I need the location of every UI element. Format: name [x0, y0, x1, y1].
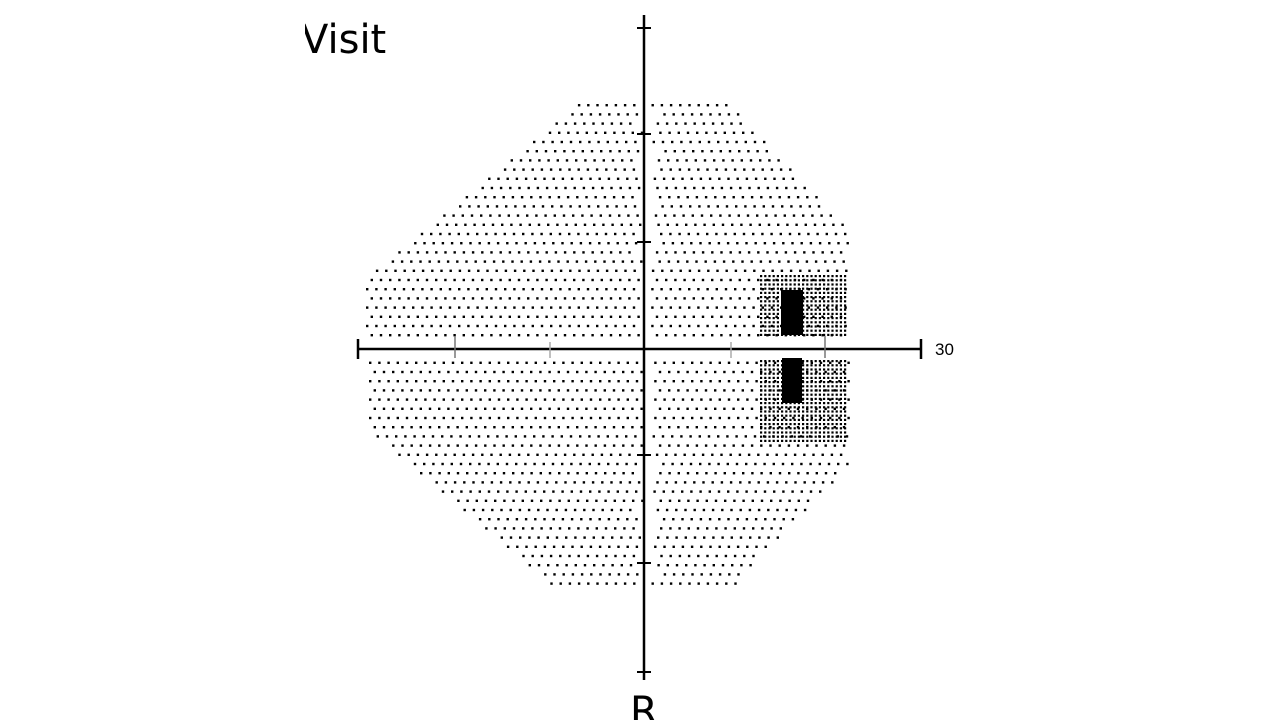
visit-title: Visit: [305, 17, 387, 63]
axis-label-30: 30: [935, 340, 954, 359]
vertical-axis: [637, 15, 651, 680]
horizontal-axis: [356, 336, 923, 359]
greyscale-dot-field: [366, 104, 850, 585]
blind-spot-region: [760, 275, 847, 442]
eye-label: R: [630, 690, 658, 720]
